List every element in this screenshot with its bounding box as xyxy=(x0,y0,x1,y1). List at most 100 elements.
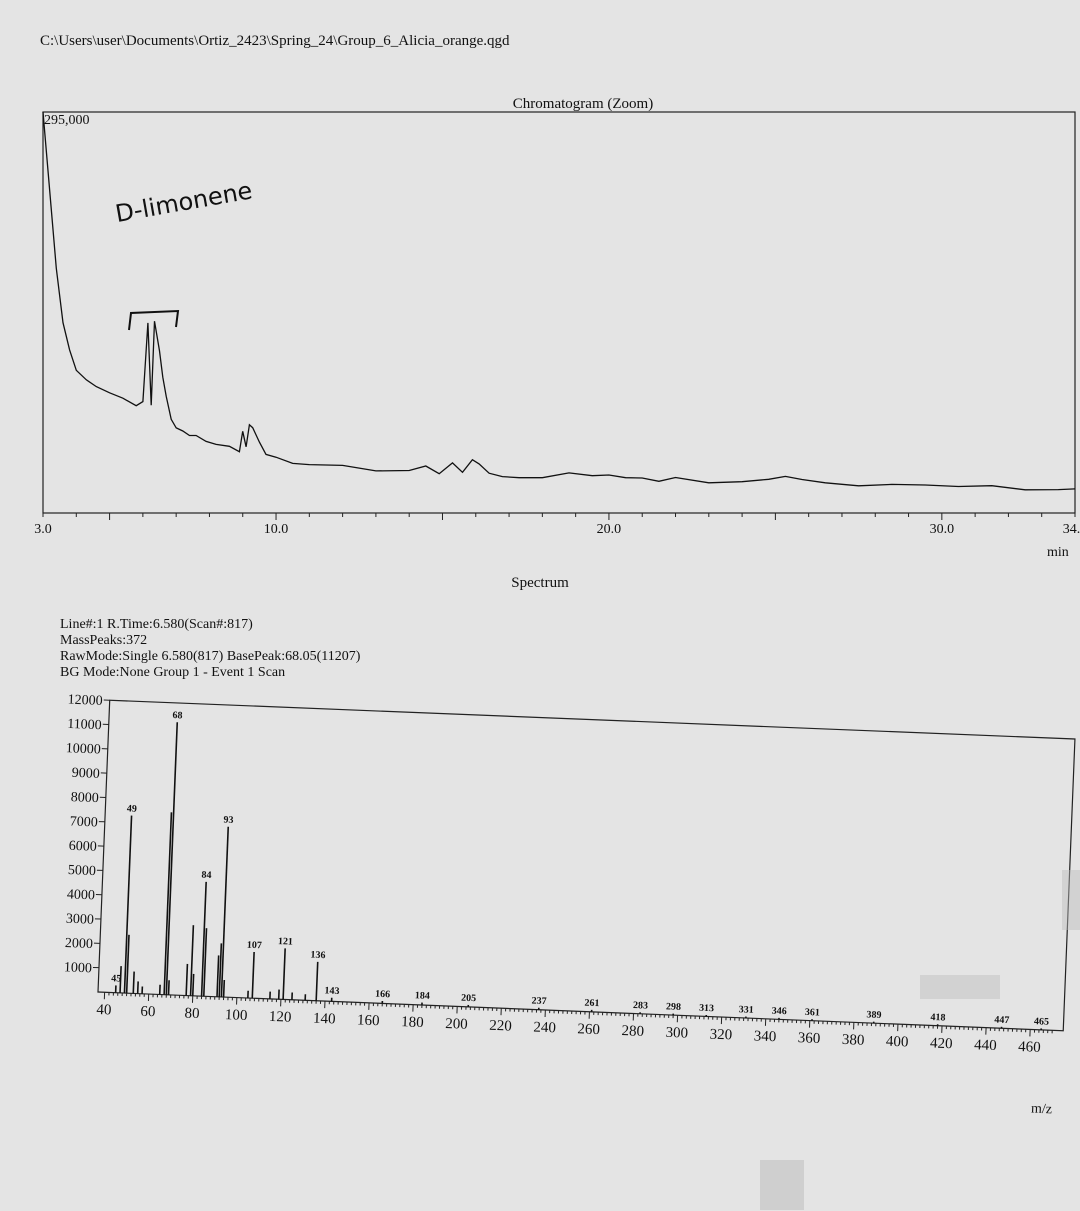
spectrum-x-tick-label: 360 xyxy=(798,1030,821,1047)
spectrum-y-axis: 1000 2000 3000 4000 5000 6000 7000 8000 9000 1000… xyxy=(64,693,110,976)
info-line-retention: Line#:1 R.Time:6.580(Scan#:817) xyxy=(60,617,253,632)
spectrum-x-tick-label: 380 xyxy=(842,1032,865,1049)
spectrum-x-tick-label: 460 xyxy=(1018,1039,1041,1056)
spectrum-peak-label: 361 xyxy=(805,1007,820,1019)
spectrum-peak-label: 45 xyxy=(111,973,121,984)
spectrum-peak-bar xyxy=(222,979,226,998)
spectrum-peak-label: 283 xyxy=(633,1000,648,1012)
spectrum-peak-label: 313 xyxy=(699,1003,714,1015)
chromatogram-title: Chromatogram (Zoom) xyxy=(512,96,654,112)
spectrum-x-tick-label: 280 xyxy=(621,1023,644,1040)
chromatogram-x-tick-label: 3.0 xyxy=(34,522,52,537)
spectrum-peak-label: 205 xyxy=(461,993,476,1005)
spectrum-peaks: 45 49 68 84 93 107 121 136 143 166 184 205 237 261 283… xyxy=(111,710,1049,1030)
spectrum-x-tick-label: 160 xyxy=(357,1012,380,1029)
spectrum-peak-bar xyxy=(282,948,286,1000)
chromatogram-x-tick-label: 20.0 xyxy=(597,522,622,537)
spectrum-x-tick-label: 420 xyxy=(930,1035,953,1052)
info-line-rawmode: RawMode:Single 6.580(817) BasePeak:68.05… xyxy=(60,649,361,664)
spectrum-x-tick-label: 200 xyxy=(445,1016,468,1033)
spectrum-y-tick-label: 1000 xyxy=(64,960,93,976)
spectrum-y-tick-label: 6000 xyxy=(69,839,98,855)
chromatogram-chart: 295,000 3.0 10.0 20.0 30.0 34.0 min xyxy=(34,111,1080,560)
spectrum-peak-bar xyxy=(315,961,319,1001)
spectrum-y-tick-label: 4000 xyxy=(67,887,96,903)
spectrum-peak-label: 143 xyxy=(324,985,339,997)
spectrum-peak-label: 107 xyxy=(247,940,262,952)
spectrum-info-block: Line#:1 R.Time:6.580(Scan#:817) MassPeak… xyxy=(60,617,360,681)
spectrum-peak-bar xyxy=(132,971,135,994)
spectrum-peak-label: 418 xyxy=(930,1012,945,1024)
spectrum-peak-bar xyxy=(185,963,189,996)
spectrum-peak-label: 84 xyxy=(201,870,211,881)
spectrum-peak-bar xyxy=(218,943,223,997)
spectrum-y-tick-label: 2000 xyxy=(65,936,94,952)
spectrum-x-tick-label: 80 xyxy=(184,1005,200,1022)
spectrum-peak-bar xyxy=(251,951,255,999)
spectrum-y-tick-label: 7000 xyxy=(70,814,99,830)
spectrum-x-tick-label: 300 xyxy=(665,1025,688,1042)
spectrum-y-tick-label: 10000 xyxy=(65,741,101,757)
spectrum-x-tick-label: 220 xyxy=(489,1018,512,1035)
spectrum-peak-bar xyxy=(216,955,220,997)
spectrum-x-tick-label: 440 xyxy=(974,1037,997,1054)
spectrum-peak-bar xyxy=(125,934,130,994)
spectrum-peak-label: 331 xyxy=(738,1004,753,1016)
spectrum-peak-label: 389 xyxy=(866,1009,881,1021)
spectrum-peak-label: 465 xyxy=(1034,1016,1049,1028)
spectrum-y-tick-label: 8000 xyxy=(70,790,99,806)
spectrum-y-tick-label: 5000 xyxy=(68,863,97,879)
scan-artifact xyxy=(920,975,1000,999)
spectrum-peak-bar xyxy=(189,925,195,996)
info-line-masspeaks: MassPeaks:372 xyxy=(60,633,148,648)
spectrum-peak-bar xyxy=(202,928,208,997)
spectrum-x-tick-label: 240 xyxy=(533,1020,556,1037)
spectrum-peak-label: 184 xyxy=(415,990,430,1002)
spectrum-x-tick-label: 340 xyxy=(753,1028,776,1045)
spectrum-peak-label: 68 xyxy=(172,710,182,721)
spectrum-y-tick-label: 3000 xyxy=(66,912,95,928)
spectrum-peak-label: 93 xyxy=(223,815,233,826)
spectrum-peak-bar xyxy=(163,812,173,995)
spectrum-peak-label: 261 xyxy=(584,998,599,1010)
spectrum-peak-label: 346 xyxy=(772,1006,787,1018)
spectrum-y-tick-label: 11000 xyxy=(67,717,102,733)
spectrum-peak-label: 121 xyxy=(278,936,293,948)
spectrum-peak-label: 298 xyxy=(666,1001,681,1013)
spectrum-peak-label: 447 xyxy=(994,1015,1009,1027)
spectrum-title: Spectrum xyxy=(511,575,569,591)
spectrum-peak-bar xyxy=(167,980,170,995)
chromatogram-x-axis-label: min xyxy=(1047,545,1069,560)
spectrum-peak-bar xyxy=(123,815,133,994)
chromatogram-x-axis: 3.0 10.0 20.0 30.0 34.0 xyxy=(34,513,1080,537)
spectrum-peak-label: 136 xyxy=(310,950,325,962)
chromatogram-plot-frame xyxy=(42,111,1076,514)
spectrum-peak-bar xyxy=(191,973,195,996)
chromatogram-y-top-label: 295,000 xyxy=(44,113,90,128)
spectrum-x-axis-label: m/z xyxy=(1031,1102,1053,1118)
file-path: C:\Users\user\Documents\Ortiz_2423\Sprin… xyxy=(40,33,510,49)
spectrum-x-tick-label: 60 xyxy=(140,1004,156,1021)
spectrum-x-tick-label: 400 xyxy=(886,1034,909,1051)
spectrum-rotated-group: 1000 2000 3000 4000 5000 6000 7000 8000 9000 1000… xyxy=(64,693,1076,1118)
spectrum-peak-bar xyxy=(200,881,207,997)
scan-artifact xyxy=(760,1160,804,1210)
spectrum-x-axis: 40 60 80 100 120 140 160 180 200 220 240 260 280 300 3… xyxy=(96,992,1053,1056)
chromatogram-x-tick-label: 34.0 xyxy=(1063,522,1080,537)
spectrum-x-tick-label: 180 xyxy=(401,1014,424,1031)
spectrum-x-tick-label: 40 xyxy=(96,1002,112,1019)
spectrum-peak-bar xyxy=(165,722,179,995)
chromatogram-x-tick-label: 30.0 xyxy=(930,522,955,537)
info-line-bgmode: BG Mode:None Group 1 - Event 1 Scan xyxy=(60,665,286,680)
spectrum-x-tick-label: 120 xyxy=(269,1009,292,1026)
spectrum-peak-label: 166 xyxy=(375,989,390,1001)
spectrum-x-tick-label: 260 xyxy=(577,1021,600,1038)
chromatogram-x-tick-label: 10.0 xyxy=(264,522,289,537)
scan-artifact xyxy=(1062,870,1080,930)
spectrum-y-tick-label: 9000 xyxy=(71,766,100,782)
limonene-bracket xyxy=(128,309,180,331)
spectrum-peak-label: 237 xyxy=(531,995,546,1007)
spectrum-peak-label: 49 xyxy=(127,803,137,814)
spectrum-x-tick-label: 320 xyxy=(709,1027,732,1044)
